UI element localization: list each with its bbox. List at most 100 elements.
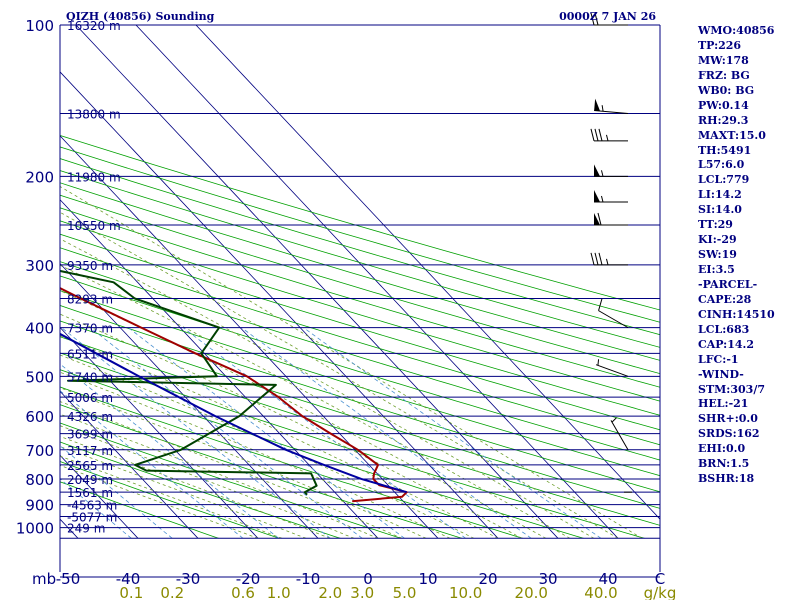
isobar-lines (60, 24, 660, 578)
dry-adiabat-line (60, 320, 660, 509)
temperature-tick-label: -40 (116, 570, 141, 588)
index-item: SHR+:0.0 (698, 412, 758, 426)
wind-barb-flag (594, 213, 600, 226)
dry-adiabat-line (60, 352, 645, 539)
height-label: 1561 m (67, 486, 113, 500)
wind-barb-full (594, 128, 599, 141)
height-label: 16320 m (67, 19, 121, 33)
height-label: 4326 m (67, 410, 113, 424)
moist-adiabat-line (60, 185, 643, 539)
isotherm-line (60, 199, 379, 539)
dry-adiabat-line (60, 170, 660, 348)
dry-adiabat-line (60, 182, 660, 361)
index-item: SI:14.0 (698, 203, 742, 217)
pressure-tick-label: 100 (25, 17, 54, 35)
temperature-tick-label: -50 (56, 570, 81, 588)
sounding-traces (60, 269, 408, 503)
temperature-tick-label: -30 (176, 570, 201, 588)
dry-adiabat-line (60, 275, 660, 461)
isotherm-line (75, 25, 559, 539)
moist-adiabat-line (60, 354, 475, 539)
isotherm-line (0, 25, 18, 538)
dry-adiabat-line (60, 369, 584, 539)
dry-adiabat-line (60, 233, 660, 416)
pressure-tick-label: 200 (25, 168, 54, 186)
mixing-ratio-line (182, 327, 466, 539)
temperature-trace (60, 287, 408, 503)
temperature-tick-label: 10 (418, 570, 437, 588)
mixing-ratio-line (303, 327, 602, 539)
index-item: LFC:-1 (698, 352, 739, 366)
stability-indices-panel: WMO:40856 TP:226 MW:178 FRZ: BG WB0: BG PW:0.… (698, 24, 798, 487)
temperature-unit-label: C (655, 570, 665, 588)
index-item: EHI:0.0 (698, 442, 746, 456)
index-item: MW:178 (698, 53, 749, 67)
isotherm-line (135, 25, 619, 539)
height-label: 9350 m (67, 259, 113, 273)
height-label: 249 m (67, 522, 105, 536)
index-item: WB0: BG (698, 83, 755, 97)
wind-barbs (590, 12, 632, 493)
index-item: L57:6.0 (698, 158, 745, 172)
wind-barb-flag (594, 164, 600, 177)
wind-barb-full (598, 128, 603, 141)
index-item: LI:14.2 (698, 188, 742, 202)
wind-barb-staff (594, 110, 629, 115)
index-item: SRDS:162 (698, 427, 760, 441)
wind-barb-full (590, 128, 595, 141)
moist-adiabat-line (60, 371, 451, 539)
height-label: -5077 m (67, 510, 117, 524)
index-item: TT:29 (698, 218, 733, 232)
parcel-trace (60, 332, 407, 494)
index-item: PW:0.14 (698, 98, 749, 112)
pressure-tick-label: 900 (25, 497, 54, 515)
wind-barb (594, 212, 628, 226)
mixing-ratio-line (90, 327, 363, 539)
wind-barb-half (606, 258, 609, 265)
temperature-tick-label: 40 (598, 570, 617, 588)
moist-adiabat-line (60, 290, 547, 539)
pressure-tick-label: 1000 (16, 520, 54, 538)
index-item: CAP:14.2 (698, 337, 755, 351)
index-item: CAPE:28 (698, 292, 752, 306)
dry-adiabat-line (60, 247, 660, 431)
wind-barb (590, 252, 628, 266)
wind-barb-half (601, 195, 604, 203)
wind-barb-half (606, 134, 609, 141)
isotherm-line (60, 262, 319, 539)
moist-adiabat-line (60, 464, 259, 539)
index-item: BRN:1.5 (698, 457, 750, 471)
height-label: 3699 m (67, 428, 113, 442)
dry-adiabat-lines (60, 135, 660, 539)
wind-barb-staff (610, 420, 629, 451)
mixing-ratio-line (128, 327, 405, 539)
dry-adiabat-line (60, 135, 660, 311)
isotherm-line (60, 326, 259, 539)
index-item: -WIND- (698, 367, 744, 381)
dry-adiabat-line (60, 305, 660, 493)
mixing-ratio-tick-label: 1.0 (267, 584, 291, 600)
index-item: TP:226 (698, 38, 742, 52)
mixing-ratio-tick-label: 5.0 (393, 584, 417, 600)
dry-adiabat-line (60, 146, 660, 323)
mixing-ratio-tick-label: 2.0 (318, 584, 342, 600)
mixing-ratio-line (60, 390, 244, 539)
moist-adiabat-line (60, 455, 283, 539)
wind-barb (595, 359, 629, 377)
mixing-ratio-tick-label: 10.0 (449, 584, 482, 600)
mixing-ratio-unit-label: g/kg (644, 584, 677, 600)
wind-barb-half (611, 417, 617, 423)
index-item: -PARCEL- (698, 277, 758, 291)
wind-barb (598, 298, 629, 329)
wind-barb (594, 98, 629, 115)
wind-barb (590, 128, 628, 142)
dry-adiabat-line (60, 194, 660, 375)
mixing-ratio-tick-label: 0.1 (119, 584, 143, 600)
index-item: BSHR:18 (698, 472, 755, 486)
dry-adiabat-line (60, 461, 280, 539)
height-label: 6511 m (67, 347, 113, 361)
wind-barb-full (590, 12, 595, 26)
mixing-ratio-tick-label: 3.0 (350, 584, 374, 600)
